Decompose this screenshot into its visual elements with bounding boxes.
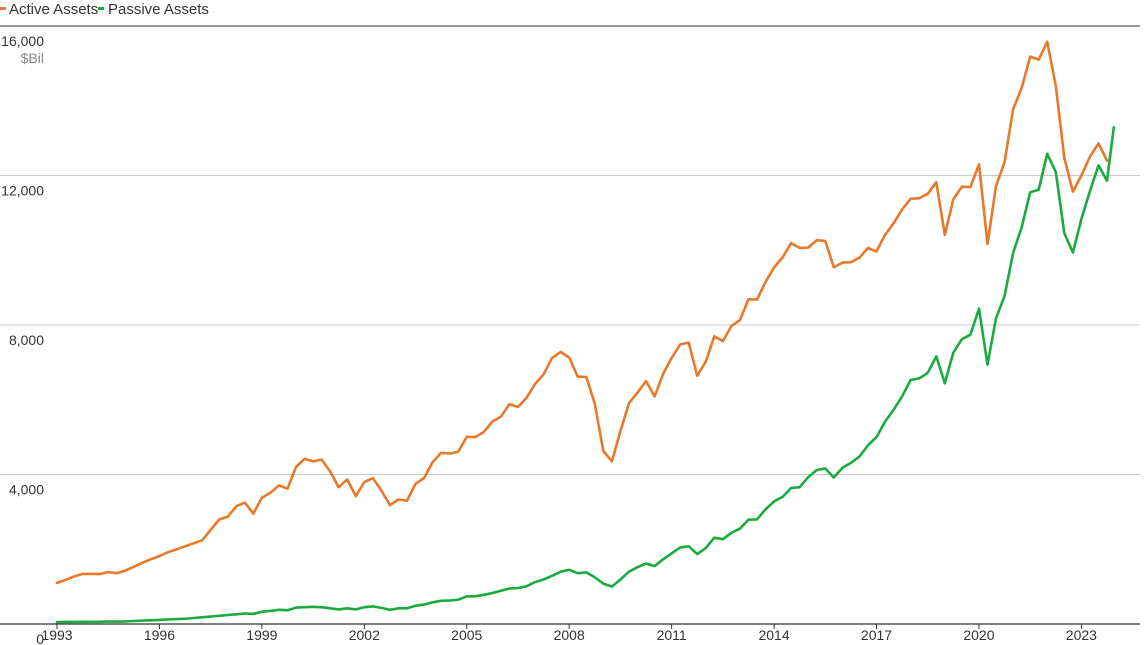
y-tick-label: 8,000 (9, 332, 44, 348)
x-tick-label: 2023 (1066, 627, 1097, 643)
x-tick-label: 2005 (451, 627, 482, 643)
x-tick-label: 2020 (963, 627, 994, 643)
x-axis-ticks: 1993 1996 1999 2002 2005 2008 2011 2014 2017 2020… (41, 624, 1097, 643)
x-tick-label: 2011 (657, 627, 687, 643)
gridlines (0, 25, 1140, 475)
x-tick-label: 1999 (246, 627, 277, 643)
x-tick-label: 2008 (554, 627, 585, 643)
y-tick-label: 0 (36, 631, 44, 645)
series-line-passive-assets (55, 126, 1116, 624)
series-line-active-assets (55, 40, 1109, 585)
y-tick-label: 12,000 (1, 183, 44, 199)
y-axis-unit-label: $Bil (21, 50, 44, 66)
y-tick-label: 16,000 (1, 33, 44, 49)
legend-label-active: Active Assets (9, 1, 98, 18)
x-tick-label: 2002 (349, 627, 380, 643)
x-tick-label: 1996 (144, 627, 175, 643)
y-axis-ticks: 0 4,000 8,000 12,000 16,000 (1, 33, 44, 645)
chart-legend: Active Assets Passive Assets (0, 1, 209, 18)
x-tick-label: 2017 (861, 627, 892, 643)
x-tick-label: 2014 (758, 627, 789, 643)
legend-label-passive: Passive Assets (108, 1, 209, 18)
x-tick-label: 1993 (41, 627, 72, 643)
y-tick-label: 4,000 (9, 482, 44, 498)
series-lines (55, 40, 1116, 624)
